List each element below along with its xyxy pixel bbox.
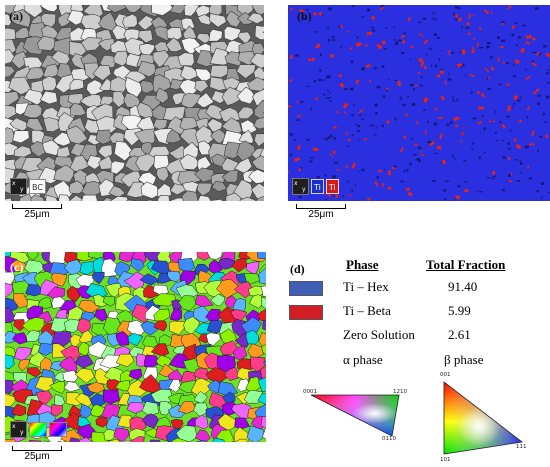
ipf-beta-layer-chip[interactable]	[49, 422, 67, 437]
ti-beta-phase-name: Ti – Beta	[343, 303, 391, 318]
alpha-ipf-triangle	[310, 394, 400, 437]
panel-d-label: (d)	[290, 262, 305, 276]
ti-hex-swatch	[289, 281, 323, 296]
panel-c-orientation-map	[5, 252, 266, 442]
beta-101-label: 101	[440, 457, 451, 463]
alpha-phase-label: α phase	[343, 352, 383, 367]
panel-b-scale-bar: 25μm	[296, 204, 346, 220]
ti-beta-swatch	[289, 305, 323, 320]
phase-column-header: Phase	[346, 257, 379, 272]
panel-a-scale-bar: 25μm	[12, 204, 62, 220]
panel-a-label: (a)	[9, 9, 23, 23]
zero-solution-fraction: 2.61	[448, 327, 471, 342]
orientation-map-image	[5, 252, 266, 442]
ti-beta-layer-chip[interactable]: Ti	[325, 179, 339, 194]
beta-111-label: 111	[516, 444, 527, 450]
ti-hex-layer-chip[interactable]: Ti	[311, 179, 324, 194]
phase-map-image	[288, 5, 550, 201]
zero-solution-name: Zero Solution	[343, 327, 415, 342]
panel-b-label: (b)	[297, 9, 312, 23]
beta-phase-label: β phase	[444, 352, 484, 367]
ti-hex-phase-name: Ti – Hex	[343, 279, 389, 294]
scale-label: 25μm	[24, 209, 50, 220]
ti-hex-fraction: 91.40	[448, 279, 478, 294]
ti-beta-fraction: 5.99	[448, 303, 471, 318]
scale-label: 25μm	[308, 209, 334, 220]
panel-b-phase-map	[288, 5, 550, 201]
alpha-0110-label: 0110	[382, 436, 396, 442]
alpha-0001-label: 0001	[303, 389, 317, 395]
fraction-column-header: Total Fraction	[426, 257, 506, 272]
alpha-1210-label: 1210	[393, 389, 407, 395]
beta-ipf-triangle	[443, 381, 523, 455]
scale-label: 25μm	[24, 451, 50, 462]
beta-001-label: 001	[440, 372, 451, 378]
band-contrast-image	[5, 5, 264, 201]
panel-a-band-contrast-map	[5, 5, 264, 201]
ipf-alpha-layer-chip[interactable]	[29, 422, 47, 437]
panel-c-scale-bar: 25μm	[12, 446, 62, 462]
panel-c-label: (c)	[10, 260, 24, 274]
bc-layer-chip[interactable]: BC	[29, 179, 46, 194]
